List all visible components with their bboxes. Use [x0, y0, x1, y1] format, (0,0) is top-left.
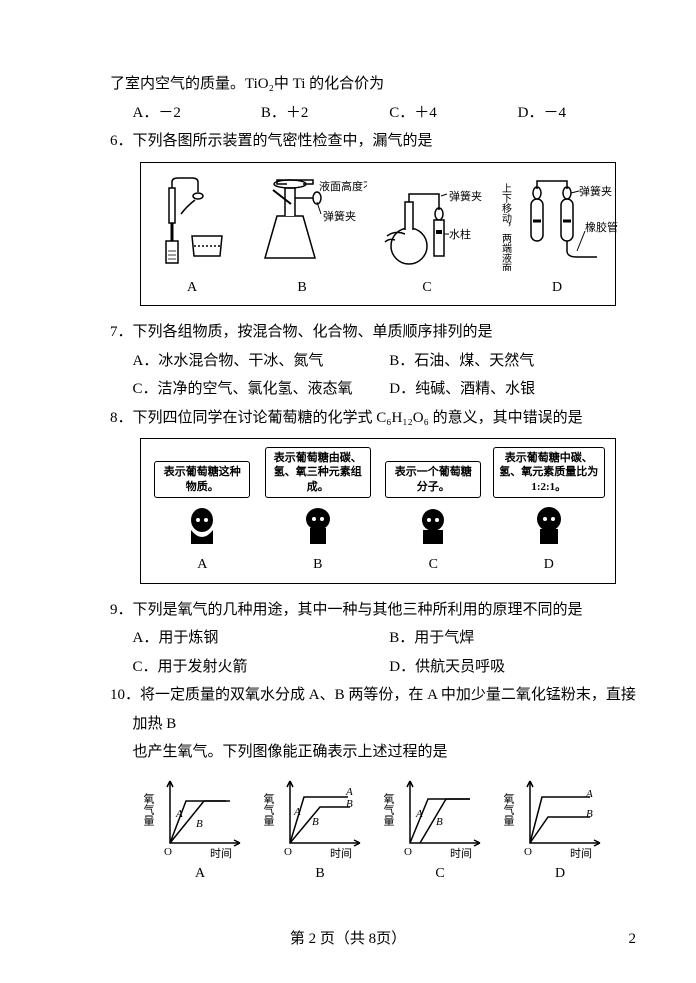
q10-c-labelB: B — [436, 816, 443, 828]
q6-annot-d3: 橡胶管 — [585, 220, 618, 234]
q8-label-a: A — [147, 552, 257, 579]
q6-figure-box: A 液面高度不变 弹簧夹 — [140, 162, 616, 307]
q8-speech-c: 表示一个葡萄糖分子。 — [385, 461, 481, 498]
q10-svg-c: 氧气量 O 时间 A B — [380, 771, 500, 861]
q10-a-labelB: B — [196, 818, 203, 830]
q10-svg-d: 氧气量 O 时间 A B — [500, 771, 620, 861]
q6-annot-c2: 水柱 — [449, 227, 471, 241]
q7-opt-a: A．冰水混合物、干冰、氮气 — [133, 347, 390, 376]
q8-label-b: B — [258, 552, 378, 579]
q8-speech-b: 表示葡萄糖由碳、氢、氧三种元素组成。 — [265, 447, 371, 498]
q9-opt-d: D．供航天员呼吸 — [389, 653, 646, 682]
q6-label-a: A — [147, 275, 237, 302]
q7-stem: 7．下列各组物质，按混合物、化合物、单质顺序排列的是 — [80, 318, 646, 347]
q10-a-labelA: A — [175, 808, 183, 820]
q6-annot-b1: 液面高度不变 — [319, 179, 367, 193]
q7-opt-c: C．洁净的空气、氯化氢、液态氧 — [133, 375, 390, 404]
q8-label-c: C — [378, 552, 488, 579]
q10-b-labelA: A — [293, 806, 301, 818]
q6-fig-b: 液面高度不变 弹簧夹 B — [237, 176, 367, 302]
q10-d-labelB: B — [586, 808, 593, 820]
q7-options-2: C．洁净的空气、氯化氢、液态氧 D．纯碱、酒精、水银 — [80, 375, 646, 404]
q5-tail-text: 了室内空气的质量。TiO₂中 Ti 的化合价为 — [80, 70, 646, 99]
q10-c-origin: O — [404, 846, 412, 858]
q10-label-b: B — [260, 861, 380, 888]
q6-stem: 6．下列各图所示装置的气密性检查中，漏气的是 — [80, 127, 646, 156]
q10-d-ylabel: 氧气量 — [502, 792, 515, 826]
q10-line1: 10．将一定质量的双氧水分成 A、B 两等份，在 A 中加少量二氧化锰粉末，直接… — [80, 681, 646, 738]
q9-opt-c: C．用于发射火箭 — [133, 653, 390, 682]
q5-opt-b: B．＋2 — [261, 99, 389, 128]
q10-line2: 也产生氧气。下列图像能正确表示上述过程的是 — [80, 738, 646, 767]
q10-graph-b: 氧气量 O 时间 A B A B B — [260, 771, 380, 888]
page-number-right: 2 — [629, 925, 637, 954]
q10-svg-b: 氧气量 O 时间 A B A B — [260, 771, 380, 861]
q6-annot-b2: 弹簧夹 — [323, 209, 356, 223]
q10-c-xlabel: 时间 — [450, 847, 472, 860]
q6-annot-c1: 弹簧夹 — [449, 189, 482, 203]
q10-b-labelB: B — [312, 816, 319, 828]
q6-fig-d: 上下移动，两端液面水平 弹簧夹 橡胶管 D — [487, 171, 627, 302]
q10-a-ylabel: 氧气量 — [142, 792, 155, 826]
q10-c-ylabel: 氧气量 — [382, 792, 395, 826]
q10-b-origin: O — [284, 846, 292, 858]
q6-label-c: C — [367, 275, 487, 302]
q8-fig-b: 表示葡萄糖由碳、氢、氧三种元素组成。 B — [258, 447, 378, 579]
q8-fig-c: 表示一个葡萄糖分子。 C — [378, 461, 488, 578]
q10-d-origin: O — [524, 846, 532, 858]
q10-d-xlabel: 时间 — [570, 847, 592, 860]
q8-person-b — [293, 500, 343, 548]
q5-opt-c: C．＋4 — [389, 99, 517, 128]
q5-opt-a: A．－2 — [133, 99, 261, 128]
q6-annot-d1: 上下移动，两端液面水平 — [500, 182, 512, 270]
q9-options-2: C．用于发射火箭 D．供航天员呼吸 — [80, 653, 646, 682]
q6-svg-a — [147, 176, 237, 271]
q8-person-c — [408, 500, 458, 548]
q10-svg-a: 氧气量 O 时间 A B — [140, 771, 260, 861]
q6-fig-a: A — [147, 176, 237, 302]
q10-d-labelA: A — [585, 788, 593, 800]
q8-person-d — [524, 500, 574, 548]
q10-graph-c: 氧气量 O 时间 A B C — [380, 771, 500, 888]
q8-person-a — [177, 500, 227, 548]
q10-c-labelA: A — [415, 808, 423, 820]
q6-annot-d2: 弹簧夹 — [579, 184, 612, 198]
q6-svg-c: 弹簧夹 水柱 — [367, 176, 487, 271]
q10-a-xlabel: 时间 — [210, 847, 232, 860]
q10-graph-a: 氧气量 O 时间 A B A — [140, 771, 260, 888]
q8-figure-box: 表示葡萄糖这种物质。 A 表示葡萄糖由碳、氢、氧三种元素组成。 B 表示一个葡萄… — [140, 438, 616, 584]
q10-label-a: A — [140, 861, 260, 888]
q10-label-d: D — [500, 861, 620, 888]
q5-opt-d: D．－4 — [518, 99, 646, 128]
q8-fig-a: 表示葡萄糖这种物质。 A — [147, 461, 257, 578]
q5-options: A．－2 B．＋2 C．＋4 D．－4 — [80, 99, 646, 128]
q10-b-labelB2: B — [346, 798, 353, 810]
q10-graphs: 氧气量 O 时间 A B A 氧气量 O 时间 A B — [80, 771, 646, 888]
q8-label-d: D — [489, 552, 609, 579]
q9-stem: 9．下列是氧气的几种用途，其中一种与其他三种所利用的原理不同的是 — [80, 596, 646, 625]
q10-b-labelA2: A — [345, 786, 353, 798]
q6-svg-d: 上下移动，两端液面水平 弹簧夹 橡胶管 — [487, 171, 627, 271]
q10-label-c: C — [380, 861, 500, 888]
page: 了室内空气的质量。TiO₂中 Ti 的化合价为 A．－2 B．＋2 C．＋4 D… — [0, 0, 696, 983]
q8-stem: 8．下列四位同学在讨论葡萄糖的化学式 C₆H₁₂O₆ 的意义，其中错误的是 — [80, 404, 646, 433]
q10-graph-d: 氧气量 O 时间 A B D — [500, 771, 620, 888]
q10-a-origin: O — [164, 846, 172, 858]
q8-speech-a: 表示葡萄糖这种物质。 — [154, 461, 250, 498]
q7-opt-b: B．石油、煤、天然气 — [389, 347, 646, 376]
q7-opt-d: D．纯碱、酒精、水银 — [389, 375, 646, 404]
page-number-center: 第 2 页（共 8页） — [0, 925, 696, 954]
q10-b-xlabel: 时间 — [330, 847, 352, 860]
q9-opt-a: A．用于炼钢 — [133, 624, 390, 653]
q9-opt-b: B．用于气焊 — [389, 624, 646, 653]
q6-label-b: B — [237, 275, 367, 302]
q8-speech-d: 表示葡萄糖中碳、氢、氧元素质量比为1:2:1。 — [493, 447, 605, 498]
q10-b-ylabel: 氧气量 — [262, 792, 275, 826]
q6-svg-b: 液面高度不变 弹簧夹 — [237, 176, 367, 271]
q8-fig-d: 表示葡萄糖中碳、氢、氧元素质量比为1:2:1。 D — [489, 447, 609, 579]
q6-label-d: D — [487, 275, 627, 302]
q7-options: A．冰水混合物、干冰、氮气 B．石油、煤、天然气 — [80, 347, 646, 376]
q9-options: A．用于炼钢 B．用于气焊 — [80, 624, 646, 653]
q6-fig-c: 弹簧夹 水柱 C — [367, 176, 487, 302]
